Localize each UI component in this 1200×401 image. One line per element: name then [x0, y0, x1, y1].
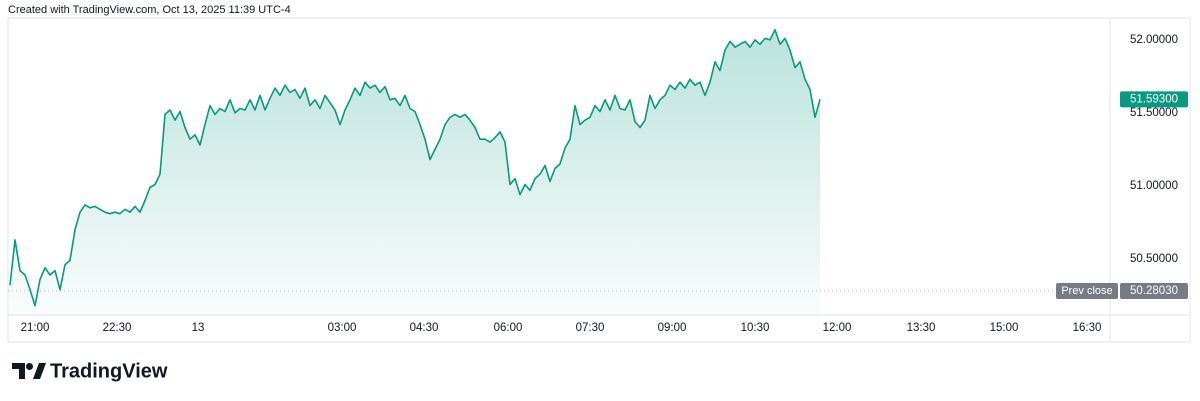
x-tick-label: 13:30	[907, 322, 936, 334]
last-price-tag	[1120, 91, 1188, 108]
brand-logo	[12, 363, 46, 379]
x-tick-label: 12:00	[823, 322, 852, 334]
prev-close-name: Prev close	[1061, 285, 1112, 297]
x-tick-label: 03:00	[328, 322, 357, 334]
panel-border	[7, 17, 1191, 343]
x-tick-label: 04:30	[410, 322, 439, 334]
last-price-label: 51.59300	[1130, 93, 1178, 105]
x-tick-label: 09:00	[658, 322, 687, 334]
header: Created with TradingView.com, Oct 13, 20…	[8, 4, 291, 16]
x-tick-label: 10:30	[741, 322, 770, 334]
x-tick-label: 07:30	[576, 322, 605, 334]
area	[10, 29, 820, 315]
prev-close-value: 50.28030	[1130, 285, 1178, 297]
x-tick-label: 21:00	[21, 322, 50, 334]
x-tick-label: 22:30	[103, 322, 132, 334]
y-tick-label: 52.00000	[1130, 34, 1178, 46]
y-tick-label: 51.50000	[1130, 107, 1178, 119]
x-tick-label: 15:00	[990, 322, 1019, 334]
price-line	[9, 28, 821, 307]
x-tick-label: 13	[192, 322, 205, 334]
prev-close-tag	[1056, 283, 1118, 300]
y-tick-label: 50.50000	[1130, 253, 1178, 265]
brand: TradingView	[50, 360, 168, 382]
x-tick-label: 16:30	[1073, 322, 1102, 334]
prev-close-value-tag	[1120, 283, 1188, 300]
x-tick-label: 06:00	[494, 322, 523, 334]
y-tick-label: 51.00000	[1130, 180, 1178, 192]
